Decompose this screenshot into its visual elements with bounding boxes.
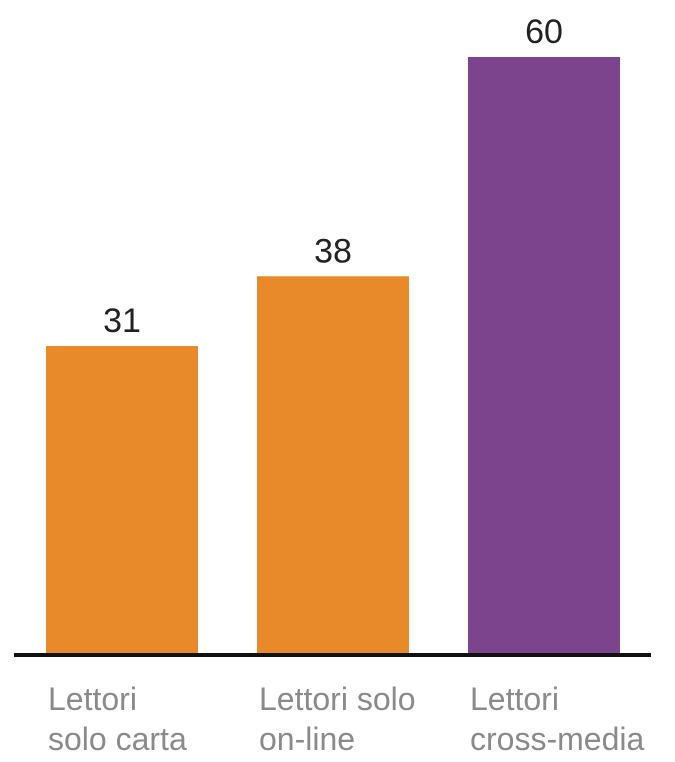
category-label-2: Lettori solo on-line <box>259 681 416 757</box>
bars-group <box>46 57 620 655</box>
category-label-3-line-1: Lettori <box>470 681 559 717</box>
category-label-1-line-2: solo carta <box>48 721 187 757</box>
bar-2 <box>257 276 409 655</box>
value-labels-group: 31 38 60 <box>103 13 563 340</box>
value-label-2: 38 <box>314 232 352 270</box>
bar-1 <box>46 346 198 655</box>
category-label-2-line-1: Lettori solo <box>259 681 416 717</box>
category-label-3-line-2: cross-media <box>470 721 644 757</box>
category-label-1-line-1: Lettori <box>48 681 137 717</box>
category-label-2-line-2: on-line <box>259 721 355 757</box>
value-label-1: 31 <box>103 302 141 340</box>
value-label-3: 60 <box>525 13 563 51</box>
category-label-3: Lettori cross-media <box>470 681 644 757</box>
bar-3 <box>468 57 620 655</box>
category-label-1: Lettori solo carta <box>48 681 187 757</box>
